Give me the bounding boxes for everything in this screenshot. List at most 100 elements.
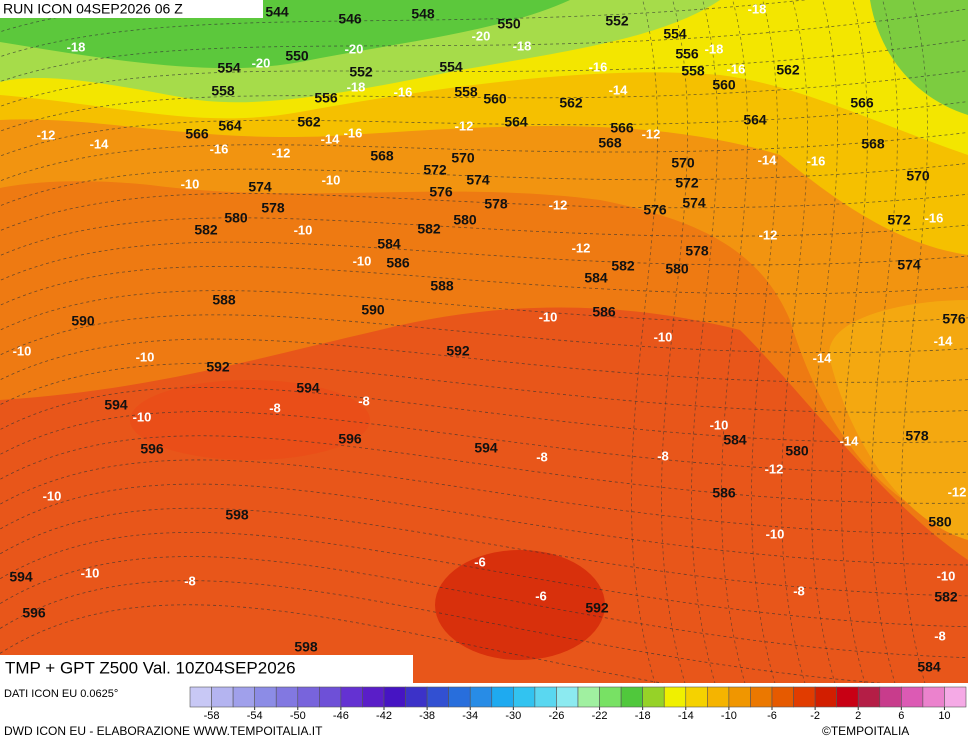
header-box [0,0,263,18]
tmp-label: -8 [536,449,548,464]
color-label: -50 [290,710,306,722]
color-swatch [599,686,622,708]
color-swatch [663,686,687,708]
contour-line [0,507,968,597]
gpt-label: 554 [663,26,687,42]
contour-line [661,0,688,683]
gpt-label: 560 [712,77,736,93]
gpt-label: 598 [294,639,318,655]
gpt-label: 562 [559,95,583,111]
gpt-label: 588 [430,278,454,294]
tmp-label: -10 [539,309,558,324]
tmp-label: -16 [925,210,944,225]
tmp-label: -20 [472,28,491,43]
tmp-label: -12 [759,227,778,242]
color-swatch [469,686,493,708]
color-label: -26 [548,710,564,722]
title-box [0,655,413,683]
gpt-label: 596 [22,605,46,621]
color-swatch [448,686,471,708]
gpt-label: 564 [218,118,242,134]
contour-line [0,241,968,282]
color-swatch [189,686,212,708]
tmp-label: -6 [535,588,547,603]
tmp-label: -12 [765,461,784,476]
color-label: -46 [333,710,349,722]
color-label: -38 [419,710,435,722]
color-swatch [685,686,708,708]
contours [0,0,968,683]
tmp-label: -14 [840,433,860,448]
contour-line [0,411,968,474]
field-warm-west [130,380,370,460]
color-label: -58 [204,710,220,722]
color-swatch [211,686,234,708]
color-swatch [297,686,320,708]
gpt-label: 578 [905,428,929,444]
tmp-label: -10 [294,222,313,237]
gpt-label: 562 [776,62,800,78]
gpt-label: 598 [225,507,249,523]
map-title: TMP + GPT Z500 Val. 10Z04SEP2026 [5,658,296,677]
color-swatch [254,686,277,708]
gpt-label: 596 [338,431,362,447]
field-green-east [870,0,968,115]
tmp-label: -20 [252,55,271,70]
contour-line [0,604,664,683]
gpt-label: 580 [224,210,248,226]
gpt-label: 576 [643,202,667,218]
gpt-label: 582 [417,221,441,237]
color-bar: -58 -54 -50 -46 -42 -38 -34 -30 -26 -22 -18 -14 -10-… [189,686,967,722]
tmp-label: -16 [344,125,363,140]
gpt-label: 550 [497,16,521,32]
gpt-label: 580 [453,212,477,228]
tmp-label: -18 [347,79,366,94]
color-swatch [707,686,730,708]
color-swatch [577,686,600,708]
gpt-label: 582 [611,258,635,274]
color-label: 10 [938,710,950,722]
gpt-label: 574 [466,172,490,188]
tmp-label: -10 [766,526,785,541]
gpt-label: 580 [928,514,952,530]
color-label: -14 [678,710,694,722]
gpt-label: 552 [349,64,373,80]
source-label: DATI ICON EU 0.0625° [4,688,118,700]
contour-line [0,101,968,157]
gpt-label: 570 [906,168,930,184]
contour-line [0,459,968,535]
tmp-label: -16 [210,141,229,156]
gpt-label: 588 [212,292,236,308]
gpt-label: 566 [610,120,634,136]
run-label: RUN ICON 04SEP2026 06 Z [3,1,183,17]
gpt-label: 558 [454,84,478,100]
tmp-label: -14 [758,152,778,167]
tmp-label: -14 [90,136,110,151]
color-swatch [944,686,967,708]
gpt-label: 592 [585,600,609,616]
gpt-label: 584 [377,236,401,252]
gpt-label: 582 [934,589,958,605]
gpt-label: 556 [675,46,699,62]
gpt-label: 550 [285,48,309,64]
gpt-label: 544 [265,4,289,20]
tmp-label: -18 [748,1,767,16]
color-swatch [750,686,773,708]
tmp-label: -12 [549,197,568,212]
gpt-label: 596 [140,441,164,457]
tmp-label: -10 [937,568,956,583]
contour-line [781,0,808,683]
gpt-label: 566 [185,126,209,142]
contour-line [0,387,968,443]
tmp-label: -12 [572,240,591,255]
gpt-label: 582 [194,222,218,238]
gpt-label: 574 [682,195,706,211]
tmp-label: -8 [934,628,946,643]
tmp-label: -10 [322,172,341,187]
field-east [829,300,968,540]
tmp-label: -12 [272,145,291,160]
gpt-label: 552 [605,13,629,29]
gpt-label: 574 [248,179,272,195]
